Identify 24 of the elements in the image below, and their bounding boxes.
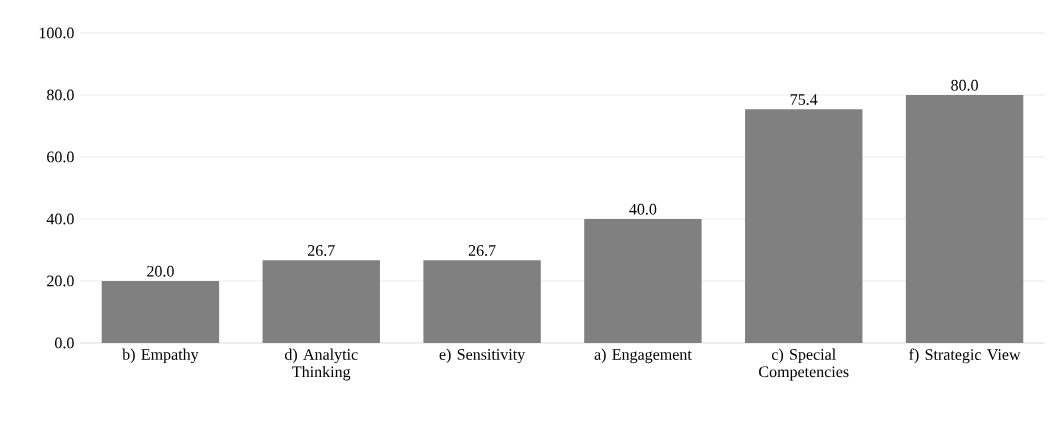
bar [262,260,380,343]
data-label: 75.4 [790,94,818,105]
y-tick-label: 40.0 [46,213,74,225]
x-tick-label: c) Special Competencies [759,348,849,381]
y-tick-label: 100.0 [39,27,74,39]
bar [745,109,863,343]
x-tick-label: b) Empathy [122,348,199,364]
y-tick-label: 80.0 [47,89,74,101]
x-tick-label: f) Strategic View [909,348,1021,364]
y-tick-label: 20.0 [47,275,74,287]
y-tick-label: 60.0 [47,151,74,163]
x-tick-label: d) Analytic Thinking [284,348,358,381]
bar [584,218,702,343]
x-tick-label: a) Engagement [594,348,692,364]
data-label: 20.0 [147,265,174,277]
data-label: 26.7 [468,245,496,256]
data-label: 80.0 [951,79,978,91]
bar [905,94,1024,343]
x-tick-label: e) Sensitivity [439,348,526,364]
bar [101,280,220,343]
data-label: 26.7 [307,245,335,256]
bar [423,260,541,343]
y-tick-label: 0.0 [55,337,74,349]
data-label: 40.0 [629,203,657,215]
